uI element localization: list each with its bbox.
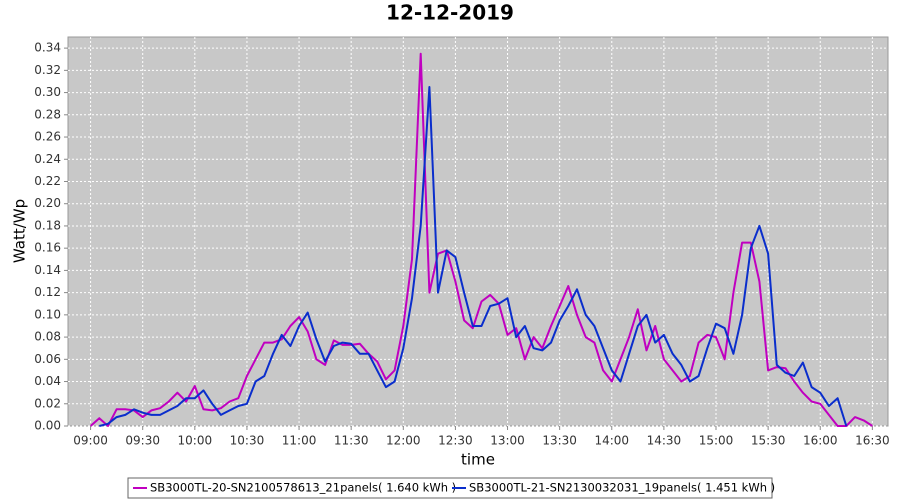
y-tick-label: 0.16 (34, 241, 61, 255)
y-tick-label: 0.00 (34, 419, 61, 433)
y-tick-label: 0.12 (34, 285, 61, 299)
y-tick-label: 0.04 (34, 374, 61, 388)
y-axis-label: Watt/Wp (11, 199, 29, 263)
y-tick-label: 0.10 (34, 307, 61, 321)
x-tick-label: 16:00 (803, 434, 838, 448)
series-line (89, 52, 873, 427)
y-tick-label: 0.08 (34, 330, 61, 344)
x-tick-label: 12:00 (386, 434, 421, 448)
x-tick-label: 15:30 (751, 434, 786, 448)
x-tick-label: 13:30 (542, 434, 577, 448)
y-tick-label: 0.28 (34, 107, 61, 121)
y-tick-label: 0.14 (34, 263, 61, 277)
x-axis-label: time (461, 451, 495, 469)
x-tick-label: 10:00 (178, 434, 213, 448)
x-tick-label: 16:30 (855, 434, 890, 448)
legend-label: SB3000TL-21-SN2130032031_19panels( 1.451… (469, 481, 775, 495)
plot-area (67, 36, 889, 427)
y-tick-label: 0.32 (34, 63, 61, 77)
x-tick-label: 15:00 (699, 434, 734, 448)
x-tick-label: 13:00 (490, 434, 525, 448)
legend (127, 477, 773, 499)
y-tick-label: 0.22 (34, 174, 61, 188)
x-tick-label: 09:00 (73, 434, 108, 448)
y-tick-label: 0.26 (34, 130, 61, 144)
x-tick-label: 11:00 (282, 434, 317, 448)
x-tick-label: 14:30 (647, 434, 682, 448)
x-tick-label: 10:30 (230, 434, 265, 448)
y-tick-label: 0.30 (34, 85, 61, 99)
y-tick-label: 0.20 (34, 196, 61, 210)
y-tick-label: 0.18 (34, 218, 61, 232)
x-tick-label: 09:30 (125, 434, 160, 448)
x-tick-label: 11:30 (334, 434, 369, 448)
chart-title: 12-12-2019 (386, 1, 514, 25)
x-tick-label: 14:00 (594, 434, 629, 448)
y-tick-label: 0.24 (34, 152, 61, 166)
legend-label: SB3000TL-20-SN2100578613_21panels( 1.640… (150, 481, 456, 495)
y-tick-label: 0.02 (34, 396, 61, 410)
series-line (99, 86, 848, 427)
y-tick-label: 0.06 (34, 352, 61, 366)
x-tick-label: 12:30 (438, 434, 473, 448)
y-tick-label: 0.34 (34, 41, 61, 55)
